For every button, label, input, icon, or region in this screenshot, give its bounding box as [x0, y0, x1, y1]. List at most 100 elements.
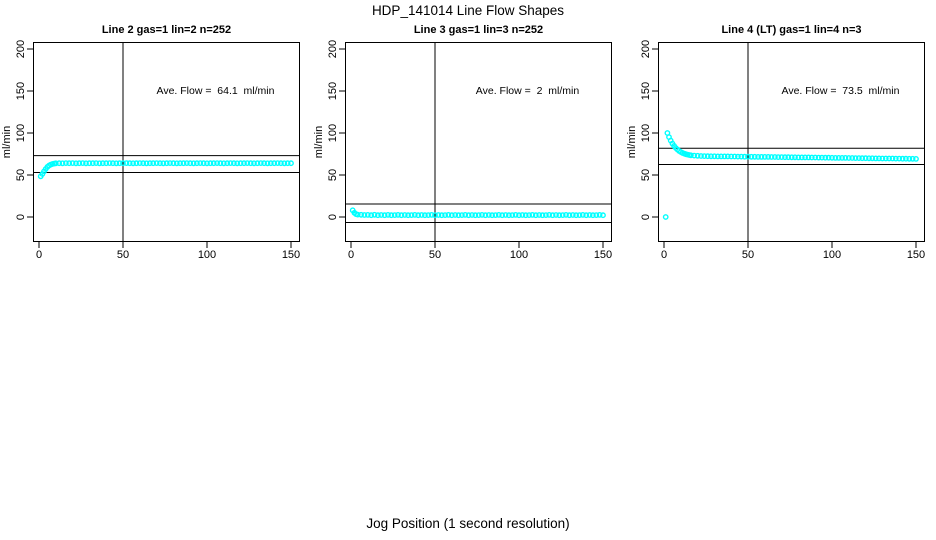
- data-point: [805, 154, 812, 161]
- y-tick-label: 50: [327, 168, 339, 182]
- data-point: [539, 212, 546, 219]
- data-point: [751, 153, 758, 160]
- data-point: [170, 160, 177, 167]
- data-point: [775, 154, 782, 161]
- data-point: [193, 160, 200, 167]
- panel-title: Line 3 gas=1 lin=3 n=252: [413, 24, 544, 36]
- x-tick-label: 150: [593, 249, 613, 261]
- y-tick-label: 100: [640, 123, 652, 143]
- data-point: [459, 212, 465, 219]
- data-point: [600, 212, 606, 219]
- data-point: [428, 211, 435, 218]
- data-point: [99, 160, 106, 167]
- data-point: [822, 154, 829, 161]
- data-point: [782, 154, 788, 161]
- data-point: [361, 212, 368, 218]
- data-point: [852, 155, 859, 162]
- data-point: [662, 214, 669, 220]
- data-point: [542, 212, 549, 219]
- data-point: [902, 155, 909, 162]
- x-tick-label: 0: [35, 249, 43, 261]
- data-point: [197, 160, 204, 167]
- data-point: [288, 160, 294, 167]
- y-axis-title: ml/min: [313, 125, 325, 159]
- scatter-plot: [652, 42, 925, 248]
- data-point: [583, 212, 590, 219]
- plot-border: [345, 42, 612, 242]
- data-point: [190, 160, 197, 167]
- x-axis-label: Jog Position (1 second resolution): [366, 516, 570, 531]
- data-point: [153, 160, 160, 167]
- data-point: [210, 160, 217, 167]
- data-point: [778, 154, 785, 161]
- data-point: [160, 160, 167, 167]
- data-point: [485, 212, 492, 218]
- x-tick-label: 50: [428, 249, 442, 261]
- y-tick-label: 150: [640, 81, 652, 101]
- data-point: [704, 153, 711, 160]
- data-point: [465, 212, 472, 219]
- y-tick-label: 0: [640, 213, 652, 221]
- data-point: [86, 160, 93, 167]
- data-point: [123, 160, 130, 167]
- data-point: [563, 211, 569, 218]
- y-tick-label: 100: [15, 123, 27, 143]
- data-point: [896, 155, 903, 162]
- data-point: [492, 212, 499, 219]
- data-point: [748, 153, 755, 160]
- data-point: [66, 160, 73, 167]
- data-point: [247, 160, 254, 167]
- data-point: [411, 211, 418, 218]
- plot-border: [33, 42, 300, 242]
- x-tick-label: 100: [509, 249, 529, 261]
- x-tick-label: 50: [116, 249, 130, 261]
- data-point: [177, 160, 184, 167]
- data-point: [254, 160, 261, 167]
- data-point: [698, 153, 704, 159]
- data-point: [479, 211, 485, 218]
- data-point: [358, 211, 365, 218]
- data-point: [264, 160, 271, 167]
- data-point: [395, 211, 401, 218]
- data-point: [385, 211, 391, 218]
- data-point: [237, 160, 244, 167]
- data-point: [475, 212, 482, 219]
- data-point: [167, 160, 173, 167]
- data-point: [116, 160, 123, 167]
- data-point: [785, 154, 792, 161]
- figure-title: HDP_141014 Line Flow Shapes: [371, 3, 565, 18]
- data-point: [448, 212, 455, 219]
- data-point: [482, 212, 489, 219]
- data-point: [425, 212, 432, 219]
- data-point: [876, 155, 882, 162]
- y-tick-label: 200: [327, 39, 339, 59]
- data-point: [802, 154, 809, 161]
- data-point: [755, 154, 762, 160]
- data-point: [735, 153, 741, 160]
- panel-line-4: Line 4 (LT) gas=1 lin=4 n=3 Ave. Flow = …: [626, 24, 925, 261]
- data-point: [718, 153, 724, 160]
- data-point: [839, 155, 846, 161]
- data-point: [401, 212, 408, 218]
- y-tick-label: 200: [640, 39, 652, 59]
- data-point: [573, 212, 580, 219]
- data-point: [418, 212, 425, 218]
- x-tick-label: 0: [660, 249, 668, 261]
- data-point: [432, 212, 438, 219]
- data-point: [398, 212, 405, 219]
- data-point: [220, 160, 227, 167]
- data-point: [708, 153, 714, 160]
- y-axis-title: ml/min: [1, 125, 13, 159]
- data-point: [829, 154, 835, 161]
- data-point: [815, 154, 822, 161]
- data-point: [69, 160, 76, 167]
- data-point: [808, 154, 815, 161]
- data-point: [855, 155, 862, 162]
- data-point: [559, 212, 566, 219]
- data-point: [536, 212, 543, 218]
- data-point: [532, 212, 539, 219]
- data-point: [96, 160, 103, 167]
- plot-border: [658, 42, 925, 242]
- data-point: [364, 211, 371, 218]
- data-point: [738, 153, 745, 160]
